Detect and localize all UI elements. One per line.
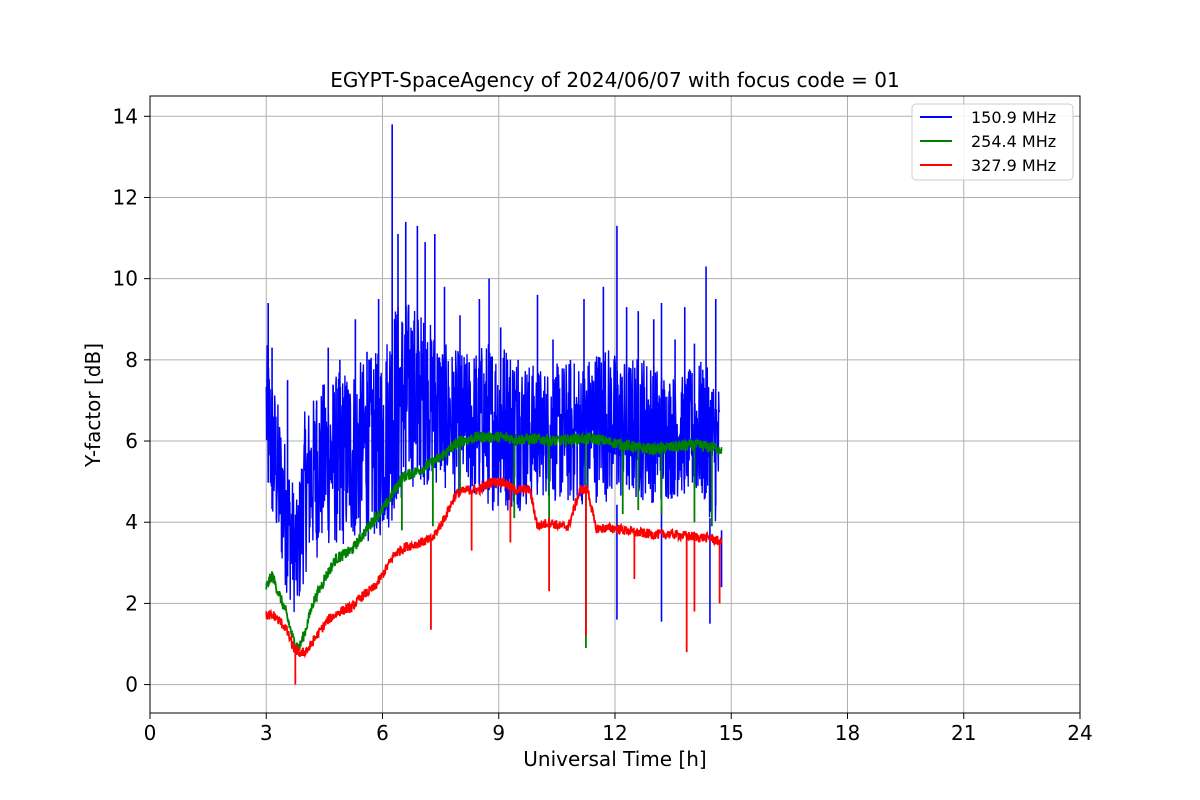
x-tick-label: 24 — [1067, 721, 1092, 745]
y-tick-label: 8 — [125, 348, 138, 372]
series-layer — [265, 124, 723, 685]
legend: 150.9 MHz 254.4 MHz 327.9 MHz — [911, 103, 1074, 181]
series-254-4-mhz-line — [265, 431, 723, 651]
x-tick-label: 21 — [951, 721, 976, 745]
legend-label: 150.9 MHz — [971, 108, 1056, 127]
x-tick-label: 9 — [492, 721, 505, 745]
y-axis-label: Y-factor [dB] — [81, 343, 105, 468]
y-tick-label: 2 — [125, 591, 138, 615]
x-tick-label: 0 — [144, 721, 157, 745]
legend-label: 327.9 MHz — [971, 156, 1056, 175]
legend-box — [911, 103, 1074, 181]
y-tick-label: 14 — [113, 104, 138, 128]
x-tick-label: 12 — [602, 721, 627, 745]
y-tick-label: 6 — [125, 429, 138, 453]
series-327-9-mhz-line — [265, 476, 723, 659]
x-tick-label: 15 — [719, 721, 744, 745]
legend-label: 254.4 MHz — [971, 132, 1056, 151]
y-axis: 0 2 4 6 8 10 12 14 — [113, 104, 150, 697]
chart-title: EGYPT-SpaceAgency of 2024/06/07 with foc… — [330, 68, 899, 92]
y-tick-label: 10 — [113, 267, 138, 291]
x-axis: 0 3 6 9 12 15 18 21 24 — [144, 713, 1093, 745]
series-150-9-mhz-line — [265, 304, 721, 613]
x-axis-label: Universal Time [h] — [523, 747, 706, 771]
x-tick-label: 6 — [376, 721, 389, 745]
x-tick-label: 3 — [260, 721, 273, 745]
y-tick-label: 0 — [125, 673, 138, 697]
y-tick-label: 12 — [113, 185, 138, 209]
x-tick-label: 18 — [835, 721, 860, 745]
y-tick-label: 4 — [125, 510, 138, 534]
